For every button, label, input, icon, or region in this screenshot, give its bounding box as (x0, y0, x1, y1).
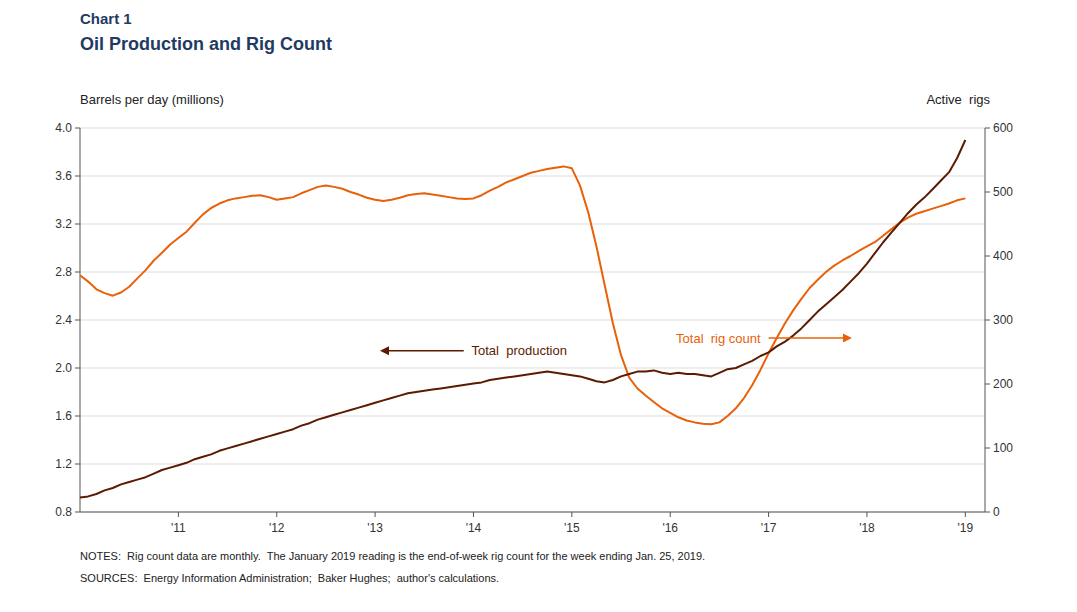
y2-axis-label: Active rigs (926, 92, 990, 107)
x-tick (768, 512, 769, 517)
y2-tick-label: 0 (993, 505, 1000, 519)
notes: NOTES: Rig count data are monthly. The J… (80, 550, 705, 562)
y2-tick (985, 448, 990, 449)
annotations: Total production Total rig count (380, 331, 852, 359)
y-tick (75, 272, 80, 273)
subtitle: Oil Production and Rig Count (80, 34, 332, 54)
grid-line (80, 224, 985, 225)
grid-line (80, 464, 985, 465)
x-tick-label: '13 (367, 521, 383, 535)
x-tick (473, 512, 474, 517)
chart: Chart 1 Oil Production and Rig Count Barre… (0, 0, 1077, 612)
y2-tick-label: 300 (993, 313, 1013, 327)
annotation: Total production (472, 343, 567, 358)
y-tick (75, 128, 80, 129)
y-tick-label: 4.0 (55, 121, 72, 135)
grid-line (80, 320, 985, 321)
y2-axis-line (985, 128, 986, 512)
x-tick (571, 512, 572, 517)
y2-tick (985, 192, 990, 193)
series-line (80, 140, 965, 498)
y-tick-label: 2.8 (55, 265, 72, 279)
y2-tick-label: 600 (993, 121, 1013, 135)
annotation-arrowhead (380, 346, 389, 355)
y2-tick (985, 384, 990, 385)
y-tick-label: 2.4 (55, 313, 72, 327)
x-tick-label: '19 (958, 521, 974, 535)
y2-tick-label: 400 (993, 249, 1013, 263)
grid-line (80, 512, 985, 513)
annotation: Total rig count (676, 331, 761, 346)
x-tick-label: '17 (761, 521, 777, 535)
x-tick (276, 512, 277, 517)
x-tick (178, 512, 179, 517)
background (0, 0, 1077, 612)
y-tick (75, 512, 80, 513)
y2-tick (985, 128, 990, 129)
x-tick-label: '15 (564, 521, 580, 535)
y-tick (75, 320, 80, 321)
y-tick-label: 1.2 (55, 457, 72, 471)
y-tick-label: 0.8 (55, 505, 72, 519)
y2-tick-label: 200 (993, 377, 1013, 391)
x-tick (965, 512, 966, 517)
y2-tick (985, 320, 990, 321)
y-tick-label: 2.0 (55, 361, 72, 375)
y-tick (75, 416, 80, 417)
sources: SOURCES: Energy Information Administrati… (80, 572, 499, 584)
y2-tick-label: 500 (993, 185, 1013, 199)
grid-line (80, 416, 985, 417)
axes: 0.8 1.2 1.6 2.0 2.4 2.8 3.2 3.6 4.0 0 100 200 300 400… (55, 121, 1013, 535)
y-tick-label: 3.6 (55, 169, 72, 183)
y-tick (75, 368, 80, 369)
y2-tick-label: 100 (993, 441, 1013, 455)
annotation-arrow (769, 337, 850, 339)
x-tick (670, 512, 671, 517)
y2-tick (985, 512, 990, 513)
x-tick-label: '12 (269, 521, 285, 535)
grid-line (80, 272, 985, 273)
annotation-arrow (382, 350, 464, 352)
y-tick-label: 1.6 (55, 409, 72, 423)
y-tick (75, 176, 80, 177)
grid-line (80, 176, 985, 177)
x-tick (375, 512, 376, 517)
y-axis-line (80, 128, 81, 512)
plot-area (80, 140, 965, 498)
y-tick (75, 464, 80, 465)
x-tick-label: '14 (466, 521, 482, 535)
x-tick (866, 512, 867, 517)
x-tick-label: '11 (171, 521, 186, 535)
y-tick (75, 224, 80, 225)
series-line (80, 166, 965, 424)
y2-tick (985, 256, 990, 257)
grid-line (80, 128, 985, 129)
x-tick-label: '18 (859, 521, 875, 535)
x-tick-label: '16 (662, 521, 678, 535)
x-axis-line (80, 512, 985, 513)
y-axis-label: Barrels per day (millions) (80, 92, 224, 107)
title: Chart 1 (80, 10, 132, 27)
annotation-arrowhead (843, 334, 852, 343)
y-tick-label: 3.2 (55, 217, 72, 231)
grid-line (80, 368, 985, 369)
